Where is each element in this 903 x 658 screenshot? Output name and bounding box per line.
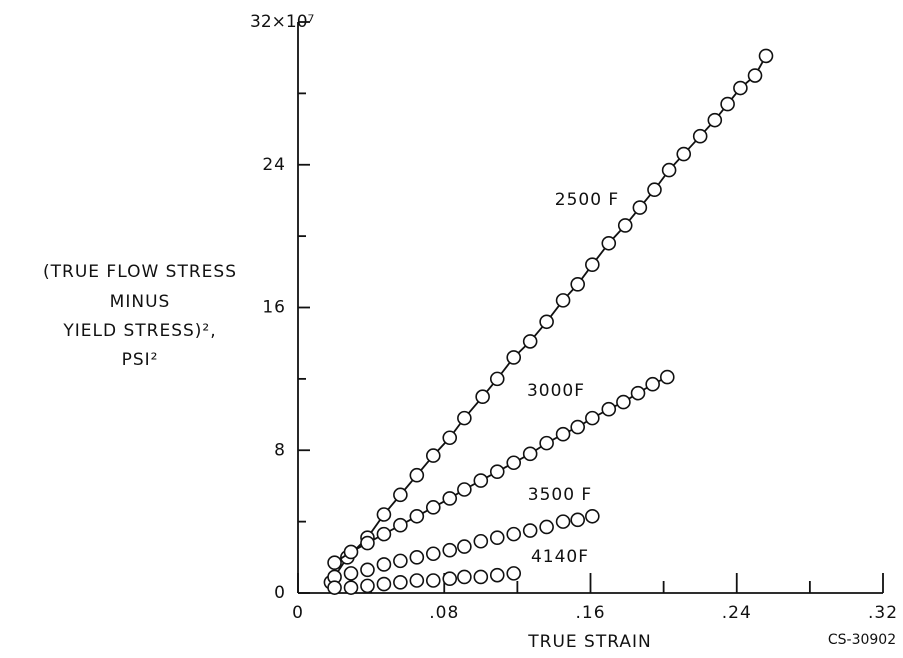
data-point [376,557,392,572]
y-tick-label: 24 [262,155,286,175]
data-point [360,535,375,551]
data-point [555,514,571,529]
data-point [473,569,489,585]
y-tick-label: 32×10⁷ [250,12,315,32]
data-point [343,580,359,595]
data-point [601,235,617,251]
data-point [393,553,408,569]
data-point [506,566,522,581]
data-point [393,517,408,533]
data-point [506,455,522,471]
data-point [360,562,375,578]
data-point [425,500,441,515]
series-label: 3000F [527,381,585,401]
x-tick-label: 0 [292,603,304,623]
data-point [442,491,458,506]
data-point [570,419,586,435]
x-axis-label: TRUE STRAIN [527,632,651,652]
note: CS-30902 [828,632,896,648]
data-point [720,96,735,112]
data-point [570,512,586,528]
data-point [425,546,441,562]
data-point [473,533,489,549]
data-point [425,448,441,463]
data-point [409,573,425,588]
data-point [442,571,458,587]
data-point [601,401,617,417]
series-label: 2500 F [555,190,619,210]
y-axis-label: MINUS [110,292,171,312]
data-point [409,550,425,565]
data-point [457,569,472,585]
data-point [425,573,441,588]
data-point [457,539,472,554]
x-tick-label: .16 [575,603,605,623]
series-label: 3500 F [528,485,592,505]
data-point [343,566,359,581]
y-axis-label: (TRUE FLOW STRESS [43,262,237,282]
data-point [707,112,723,128]
data-point [409,467,425,483]
y-tick-label: 0 [274,583,286,603]
data-point [522,523,538,538]
data-point [676,146,692,162]
data-point [489,530,505,545]
data-point [457,410,472,426]
data-point [585,508,600,524]
data-point [522,334,538,349]
data-point [376,526,392,542]
x-tick-label: .08 [429,603,459,623]
data-point [555,426,571,442]
series-line [334,376,668,564]
data-point [632,200,648,215]
data-point [692,128,708,144]
data-point [539,435,554,451]
data-point [327,555,342,570]
y-tick-label: 16 [262,298,286,318]
data-point [327,580,342,595]
data-point [489,371,505,387]
data-point [442,430,458,446]
data-point [758,48,774,64]
data-point [475,389,490,405]
data-point [539,314,554,330]
data-point [585,257,600,272]
data-point [747,68,763,83]
data-point [489,567,505,583]
data-point [659,369,675,385]
data-point [616,394,631,410]
data-point [409,508,425,524]
data-point [489,464,505,479]
data-point [457,482,472,497]
data-point [645,376,660,392]
y-axis-label: PSI² [122,350,159,370]
data-point [585,410,600,426]
data-point [522,446,538,462]
data-point [570,277,586,292]
data-point [555,293,571,308]
series-label: 4140F [531,547,589,567]
data-point [393,487,408,503]
data-point [647,182,662,198]
data-point [506,350,522,365]
x-tick-label: .32 [868,603,898,623]
data-point [376,507,392,522]
data-point [733,80,748,96]
x-tick-label: .24 [722,603,752,623]
data-point [630,385,646,401]
data-point [617,218,633,233]
data-point [506,526,522,542]
data-point [376,576,392,592]
data-point [442,542,458,558]
data-point [661,162,677,178]
data-point [473,473,489,488]
y-axis-label: YIELD STRESS)², [62,321,216,341]
data-point [539,519,554,535]
data-point [343,544,359,560]
data-point [360,578,375,594]
data-point [393,574,408,590]
y-tick-label: 8 [274,440,286,460]
